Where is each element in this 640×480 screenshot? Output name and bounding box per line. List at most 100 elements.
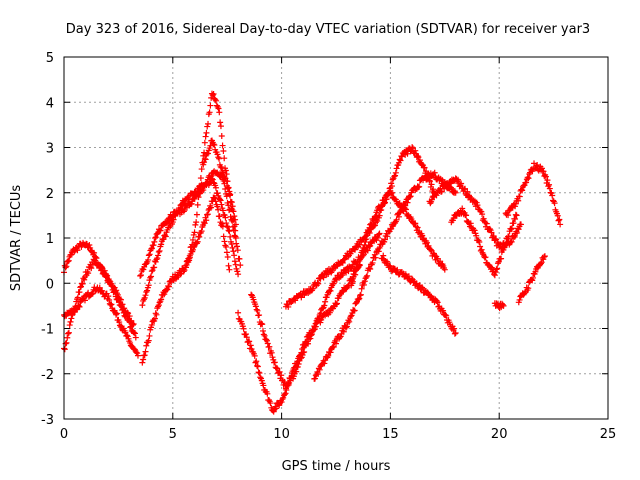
data-point [64, 334, 71, 341]
data-point [419, 284, 426, 291]
data-point [151, 315, 158, 322]
data-point [440, 307, 447, 314]
data-point [165, 283, 172, 290]
data-point [515, 226, 522, 233]
data-point [150, 242, 157, 249]
data-point [170, 216, 177, 223]
data-point [99, 287, 106, 294]
data-point [534, 162, 541, 169]
data-point [194, 238, 201, 245]
y-axis-title: SDTVAR / TECUs [9, 185, 24, 292]
data-point [76, 303, 83, 310]
data-point [154, 255, 161, 262]
data-point [258, 320, 265, 327]
data-point [315, 315, 322, 322]
data-point [155, 248, 162, 255]
data-point [340, 328, 347, 335]
data-point [123, 313, 130, 320]
data-point [330, 344, 337, 351]
data-point [367, 242, 374, 249]
data-point [498, 255, 505, 262]
data-point [176, 206, 183, 213]
data-point [378, 203, 385, 210]
data-point [423, 176, 430, 183]
data-point [407, 193, 414, 200]
data-point [486, 225, 493, 232]
data-point [479, 211, 486, 218]
data-point [148, 246, 155, 253]
data-point [372, 212, 379, 219]
data-point [524, 174, 531, 181]
data-point [414, 224, 421, 231]
data-point [108, 283, 115, 290]
data-point [322, 298, 329, 305]
data-point [388, 180, 395, 187]
data-point [508, 238, 515, 245]
data-point [224, 223, 231, 230]
data-point [452, 330, 459, 337]
data-point [455, 176, 462, 183]
data-point [106, 297, 113, 304]
data-point [336, 334, 343, 341]
data-point [165, 282, 172, 289]
data-point [134, 352, 141, 359]
data-point [364, 232, 371, 239]
data-point [501, 242, 508, 249]
data-point [551, 200, 558, 207]
data-point [220, 148, 227, 155]
data-point [416, 183, 423, 190]
data-point [530, 274, 537, 281]
x-axis-title: GPS time / hours [282, 459, 391, 474]
data-point [407, 148, 414, 155]
data-point [549, 192, 556, 199]
data-point [155, 302, 162, 309]
data-point [276, 368, 283, 375]
data-point [343, 324, 350, 331]
data-point [140, 266, 147, 273]
data-point [412, 220, 419, 227]
data-point [392, 172, 399, 179]
data-point [492, 235, 499, 242]
data-point [278, 399, 285, 406]
data-point [419, 285, 426, 292]
data-point [421, 164, 428, 171]
plot-area [61, 90, 564, 415]
data-point [286, 379, 293, 386]
series-arc16 [448, 205, 520, 279]
data-point [515, 197, 522, 204]
data-point [243, 334, 250, 341]
data-point [357, 291, 364, 298]
data-point [147, 274, 154, 281]
data-point [388, 189, 395, 196]
series-arc14 [378, 252, 459, 337]
data-point [104, 272, 111, 279]
data-point [225, 262, 232, 269]
data-point [229, 203, 236, 210]
data-point [381, 199, 388, 206]
data-point [112, 289, 119, 296]
data-point [442, 311, 449, 318]
data-point [86, 242, 93, 249]
data-point [198, 228, 205, 235]
data-point [123, 332, 130, 339]
data-point [71, 248, 78, 255]
data-point [156, 299, 163, 306]
data-point [201, 155, 208, 162]
data-point [74, 247, 81, 254]
data-point [74, 294, 81, 301]
data-point [127, 324, 134, 331]
data-point [375, 248, 382, 255]
data-point [185, 259, 192, 266]
data-point [219, 142, 226, 149]
data-point [218, 201, 225, 208]
data-point [235, 271, 242, 278]
data-point [256, 312, 263, 319]
data-point [148, 273, 155, 280]
data-point [148, 321, 155, 328]
data-point [108, 301, 115, 308]
data-point [220, 169, 227, 176]
data-point [264, 340, 271, 347]
data-point [393, 165, 400, 172]
data-point [222, 175, 229, 182]
data-point [61, 346, 68, 353]
